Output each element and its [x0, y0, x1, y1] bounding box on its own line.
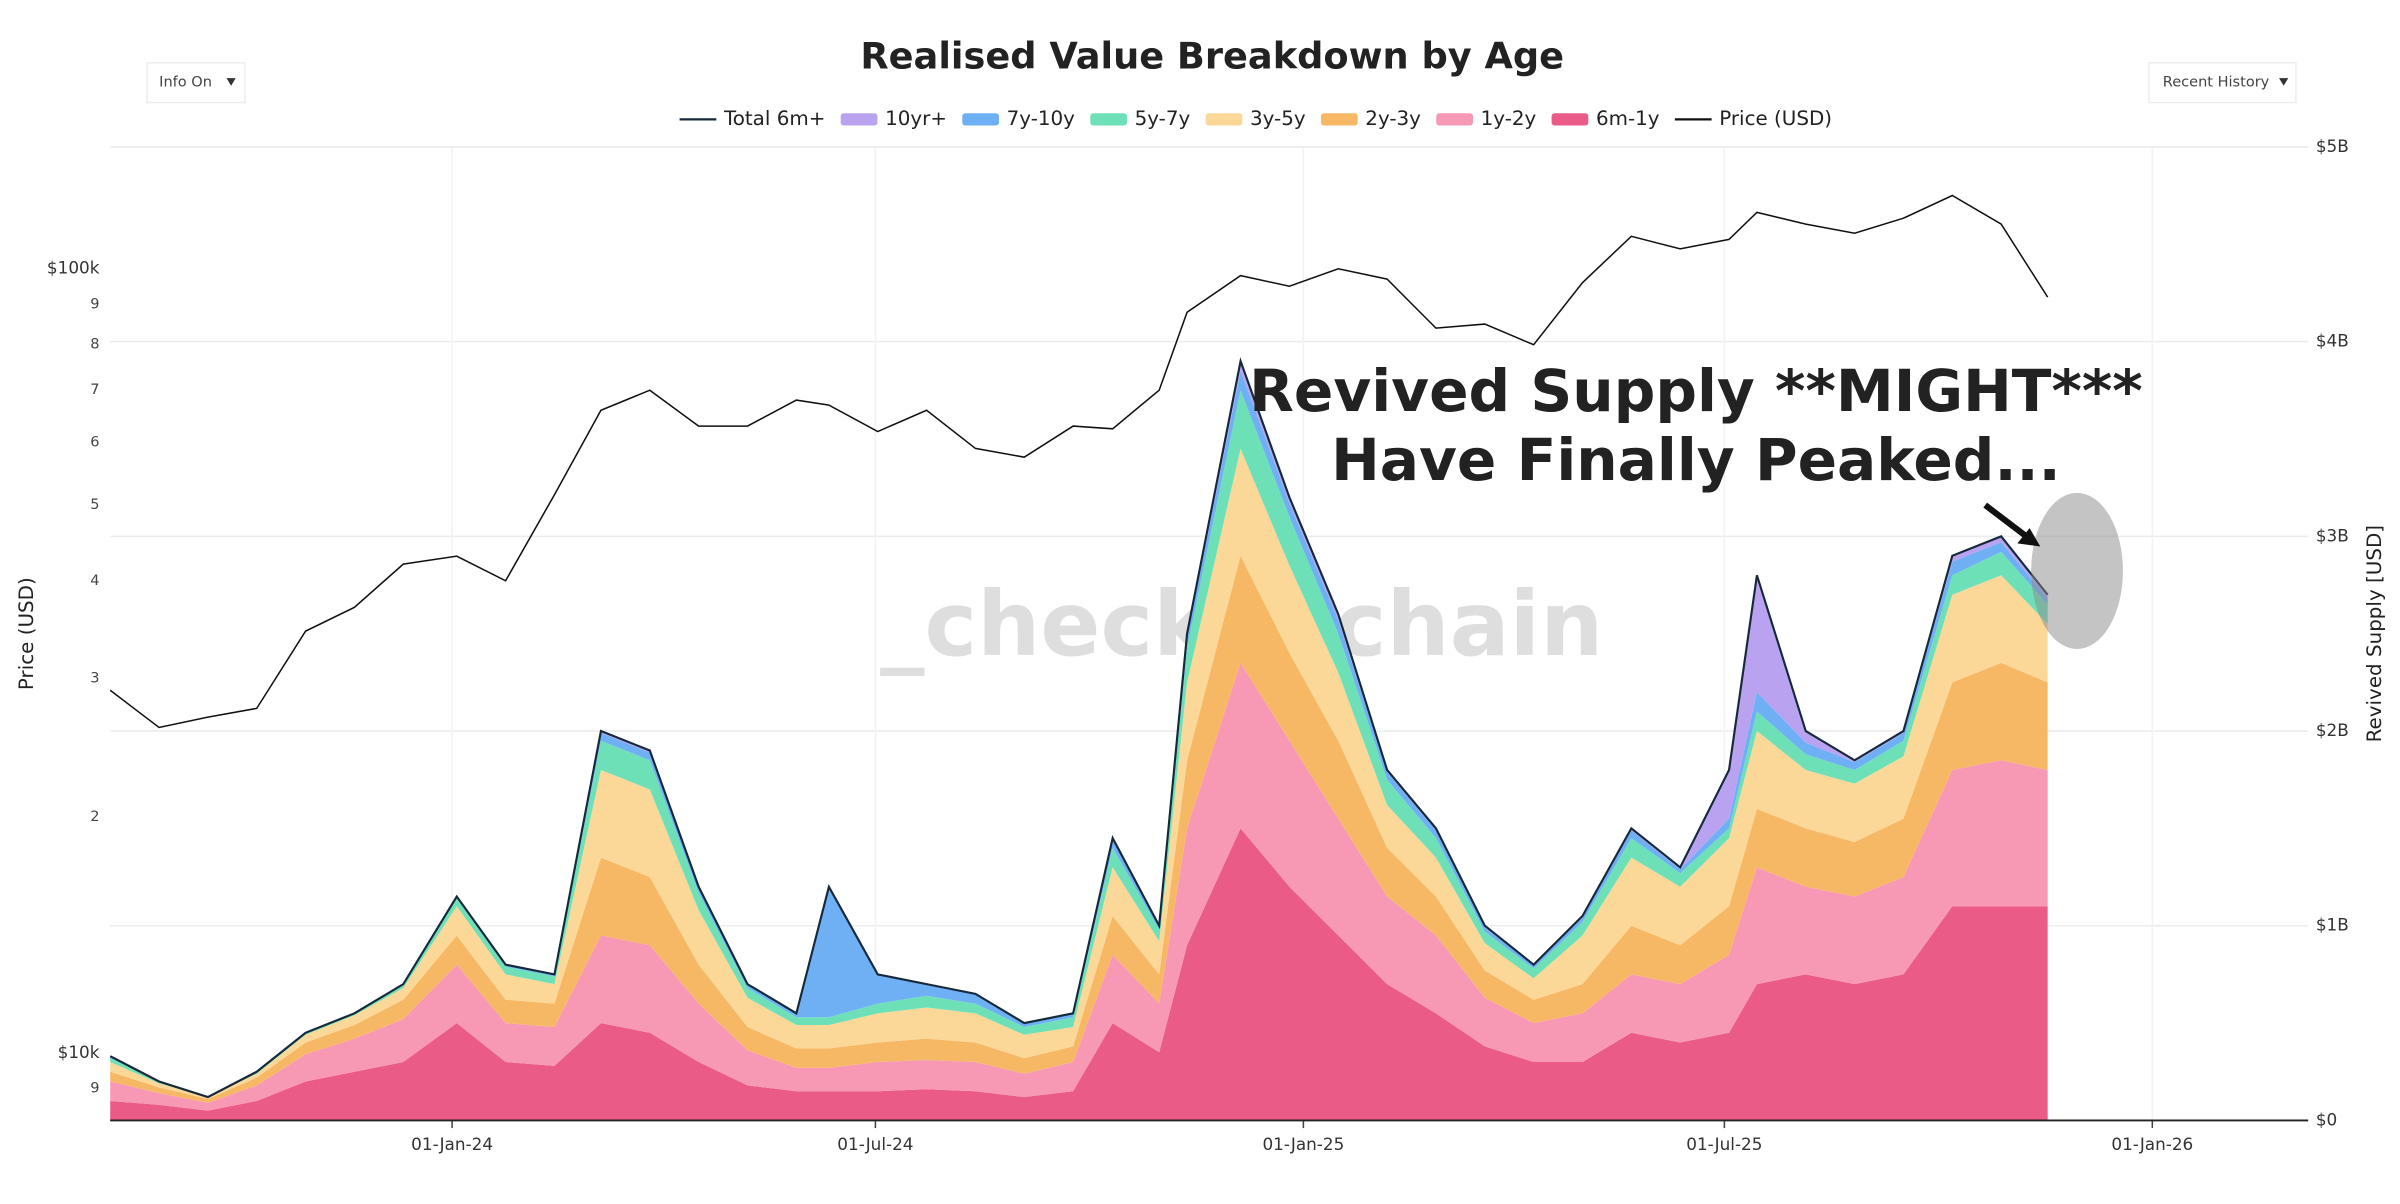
- dropdown-box[interactable]: [146, 62, 246, 104]
- legend-item: 2y-3y: [1320, 107, 1421, 130]
- chart-title: Realised Value Breakdown by Age: [860, 35, 1564, 78]
- dropdown-box[interactable]: [2148, 62, 2297, 104]
- y-tick-label: 4: [90, 573, 99, 589]
- legend-label: 10yr+: [885, 107, 947, 130]
- legend-label: 2y-3y: [1365, 107, 1421, 130]
- y-tick-label: 9: [90, 1081, 99, 1097]
- area: [110, 828, 2048, 1121]
- legend-swatch: [840, 113, 878, 126]
- y-tick-label: 2: [90, 809, 99, 825]
- x-tick-label: 01-Jul-24: [837, 1134, 913, 1154]
- history-dropdown[interactable]: Recent History: [2148, 62, 2297, 104]
- legend-item: 1y-2y: [1436, 107, 1537, 130]
- legend-label: Total 6m+: [723, 107, 825, 130]
- legend-item: 3y-5y: [1205, 107, 1306, 130]
- y2-tick-label: $5B: [2316, 136, 2349, 156]
- annotation: Have Finally Peaked...: [1331, 426, 2061, 494]
- x-tick-label: 01-Jan-26: [2111, 1134, 2193, 1154]
- x-tick-label: 01-Jan-25: [1262, 1134, 1344, 1154]
- y-tick-label: 6: [90, 435, 99, 451]
- legend-swatch: [1320, 113, 1358, 126]
- legend-label: 7y-10y: [1007, 107, 1076, 130]
- dropdown-label[interactable]: Recent History: [2163, 75, 2270, 91]
- legend-label: 1y-2y: [1481, 107, 1537, 130]
- legend-swatch: [962, 113, 1000, 126]
- y2-axis-title: Revived Supply [USD]: [2363, 525, 2386, 742]
- y-tick-label: $100k: [47, 258, 100, 278]
- dropdown-arrow[interactable]: [2279, 78, 2289, 86]
- info-dropdown[interactable]: Info On: [146, 62, 246, 104]
- y-axis-title: Price (USD): [15, 577, 38, 690]
- x-tick-label: 01-Jan-24: [411, 1134, 493, 1154]
- y2-tick-label: $1B: [2316, 915, 2349, 935]
- legend-label: 5y-7y: [1135, 107, 1191, 130]
- legend-swatch: [1436, 113, 1473, 126]
- line: [109, 194, 2049, 729]
- y-tick-label: 7: [90, 382, 99, 398]
- y2-tick-label: $4B: [2316, 331, 2349, 351]
- y2-tick-label: $2B: [2316, 720, 2349, 740]
- plot-area: $0 $1B $2B $3B $4B $5B 01-Jan-24 01-Jul-24 01-Ja…: [47, 107, 2349, 1154]
- y-tick-label: 3: [90, 671, 99, 687]
- y2-tick-label: $0: [2316, 1109, 2337, 1129]
- dropdown-arrow[interactable]: [226, 78, 236, 86]
- legend-swatch: [1205, 113, 1243, 126]
- y-tick-label: $10k: [58, 1042, 100, 1062]
- annotation-arrow: [1983, 502, 2032, 542]
- legend-item: 6m-1y: [1551, 107, 1660, 130]
- area: [110, 662, 2048, 1111]
- legend-label: Price (USD): [1719, 107, 1832, 130]
- y-tick-label: 8: [90, 337, 99, 353]
- legend-swatch: [1551, 113, 1589, 126]
- area: [110, 555, 2048, 1103]
- legend-item: Price (USD): [1674, 107, 1832, 130]
- legend-label: 6m-1y: [1596, 107, 1660, 130]
- y2-tick-label: $3B: [2316, 525, 2349, 545]
- legend-item: 7y-10y: [962, 107, 1075, 130]
- legend-label: 3y-5y: [1250, 107, 1306, 130]
- line: [109, 357, 2049, 1099]
- annotation-arrowhead: [2017, 528, 2041, 547]
- y-tick-label: 5: [90, 497, 99, 513]
- y-tick-label: 9: [90, 297, 99, 313]
- legend-item: 10yr+: [840, 107, 947, 130]
- x-tick-label: 01-Jul-25: [1686, 1134, 1762, 1154]
- annotation: Revived Supply **MIGHT***: [1249, 357, 2143, 425]
- dropdown-label[interactable]: Info On: [159, 75, 212, 91]
- legend-item: 5y-7y: [1090, 107, 1191, 130]
- legend-swatch: [1090, 113, 1127, 126]
- highlight-ellipse: [2031, 492, 2123, 649]
- legend-item: Total 6m+: [679, 107, 825, 130]
